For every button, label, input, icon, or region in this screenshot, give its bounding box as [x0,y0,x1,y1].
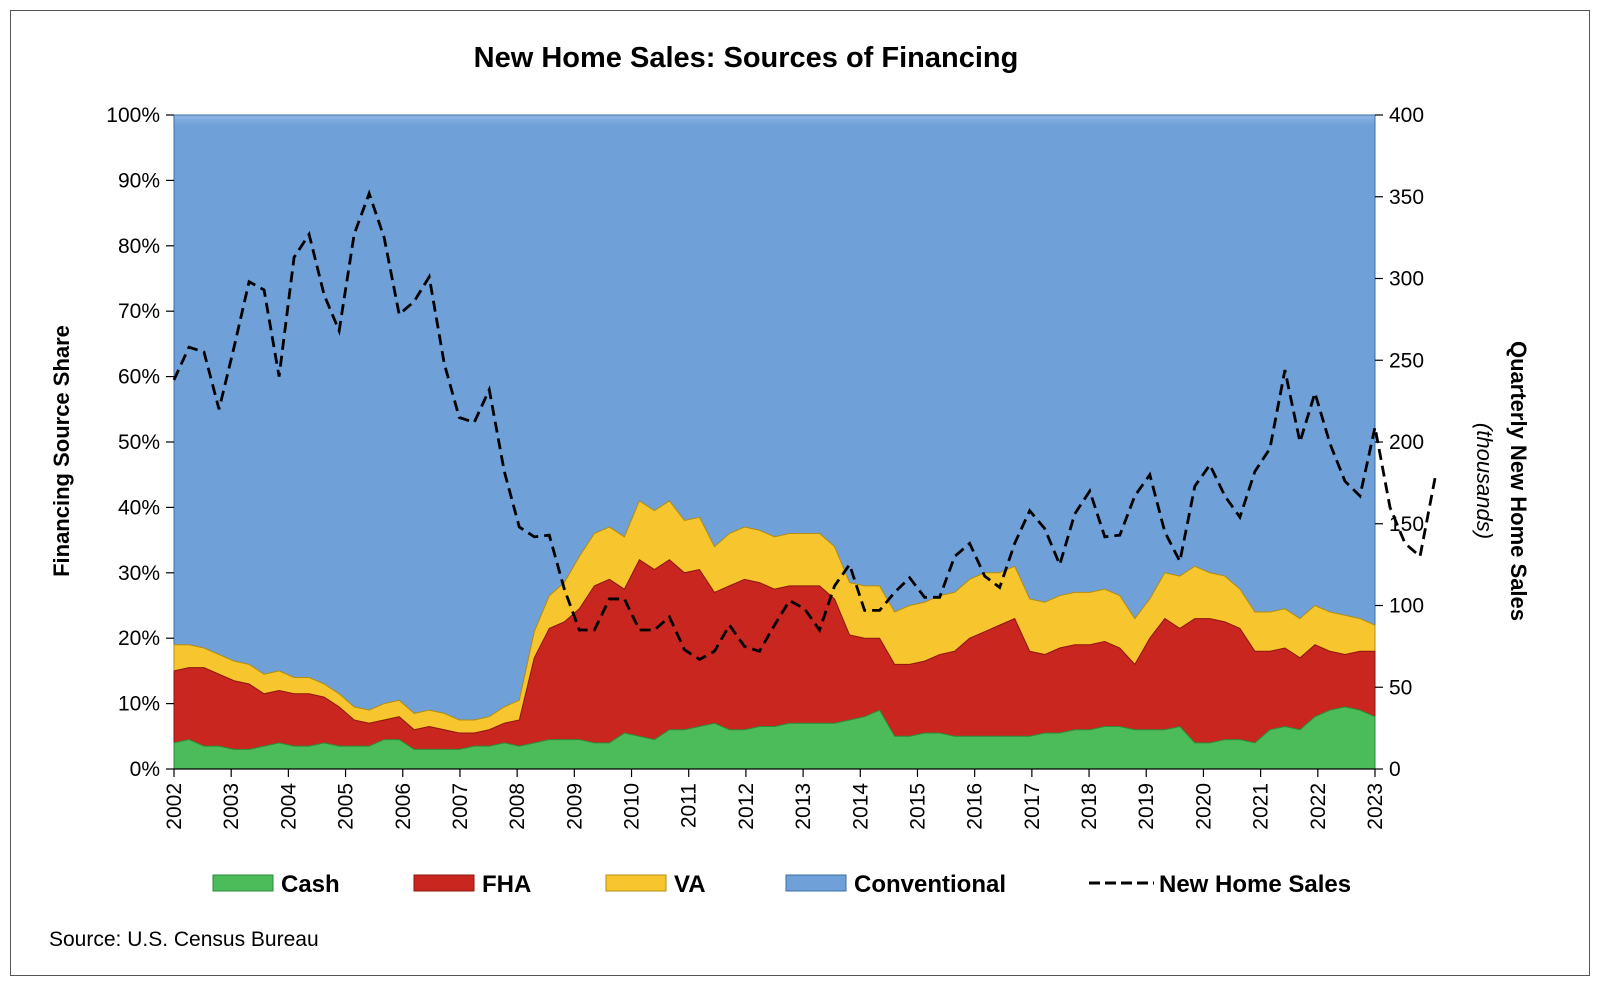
x-tick-label: 2011 [678,783,701,828]
legend-label-fha: FHA [482,871,531,898]
legend-label-new-home-sales: New Home Sales [1159,871,1351,898]
right-axis-sublabel: (thousands) [1472,423,1497,539]
x-tick-label: 2013 [792,783,815,830]
right-tick-label: 100 [1389,595,1424,618]
left-tick-label: 90% [118,169,160,192]
x-tick-label: 2014 [849,783,872,830]
chart-title: New Home Sales: Sources of Financing [474,42,1019,74]
x-tick-label: 2019 [1135,783,1158,830]
chart-frame: New Home Sales: Sources of Financing 0% 1… [10,10,1590,976]
x-tick-label: 2002 [163,783,186,830]
right-tick-label: 250 [1389,349,1424,372]
x-axis: 2002 2003 2004 2005 2006 2007 2008 2009 2010 2011… [163,768,1387,830]
left-tick-label: 70% [118,300,160,323]
right-tick-label: 0 [1389,758,1401,781]
legend-swatch-fha [413,874,475,892]
left-tick-label: 0% [130,758,160,781]
legend-swatch-va [605,874,667,892]
x-tick-label: 2018 [1078,783,1101,830]
right-tick-label: 300 [1389,268,1424,291]
x-tick-label: 2007 [449,783,472,830]
right-axis-label: Quarterly New Home Sales [1506,341,1531,621]
x-tick-label: 2006 [392,783,415,830]
left-tick-label: 80% [118,235,160,258]
legend-swatch-conventional [785,874,847,892]
x-tick-label: 2022 [1307,783,1330,830]
fha-area [173,558,1376,770]
x-tick-label: 2004 [277,783,300,830]
legend-label-va: VA [674,871,706,898]
right-tick-label: 400 [1389,104,1424,127]
left-axis-label: Financing Source Share [49,325,74,577]
legend-label-conventional: Conventional [854,871,1006,898]
left-tick-label: 40% [118,496,160,519]
x-tick-label: 2021 [1250,783,1273,830]
x-tick-label: 2010 [621,783,644,830]
right-axis: 0 50 100 150 200 250 300 350 400 [1375,104,1424,781]
left-tick-label: 20% [118,627,160,650]
x-tick-label: 2005 [335,783,358,830]
left-axis: 0% 10% 20% 30% 40% 50% 60% 70% 80% 90% 100% [106,104,174,781]
x-tick-label: 2008 [506,783,529,830]
legend: Cash FHA VA Conventional New Home Sales [212,871,1351,898]
legend-label-cash: Cash [281,871,340,898]
left-tick-label: 30% [118,562,160,585]
left-tick-label: 50% [118,431,160,454]
legend-swatch-cash [212,874,274,892]
cash-area [173,706,1376,770]
chart-svg: New Home Sales: Sources of Financing 0% 1… [49,42,1531,951]
right-tick-label: 50 [1389,676,1412,699]
right-tick-label: 150 [1389,513,1424,536]
left-tick-label: 100% [106,104,160,127]
x-tick-label: 2003 [220,783,243,830]
right-tick-label: 200 [1389,431,1424,454]
x-tick-label: 2023 [1364,783,1387,830]
x-tick-label: 2016 [964,783,987,830]
right-tick-label: 350 [1389,186,1424,209]
plot-area [172,114,1437,770]
x-tick-label: 2017 [1021,783,1044,830]
source-note: Source: U.S. Census Bureau [49,928,319,951]
left-tick-label: 10% [118,693,160,716]
x-tick-label: 2020 [1192,783,1215,830]
new-home-sales-line [172,189,1437,662]
x-tick-label: 2012 [735,783,758,830]
x-tick-label: 2015 [906,783,929,830]
x-tick-label: 2009 [563,783,586,830]
left-tick-label: 60% [118,366,160,389]
